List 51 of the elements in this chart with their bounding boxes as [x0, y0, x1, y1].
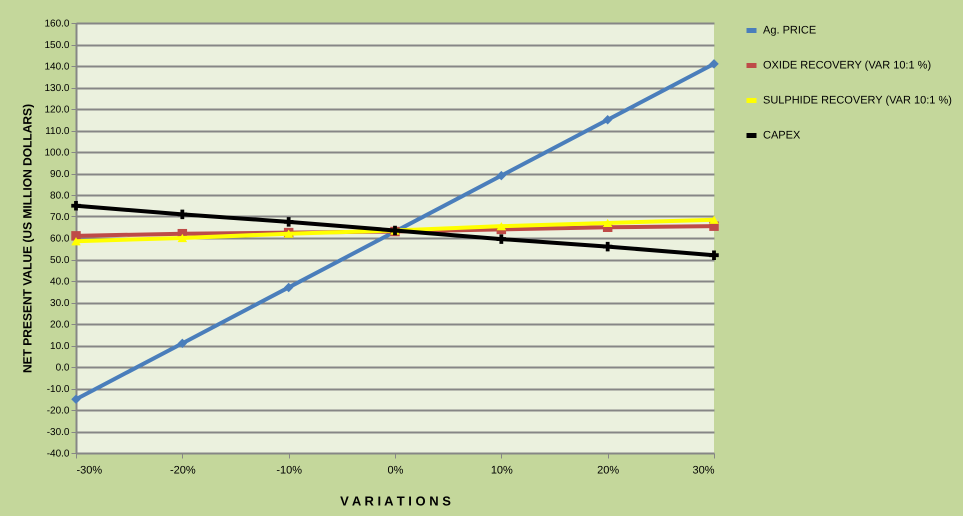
point	[178, 234, 188, 242]
point	[178, 338, 188, 348]
y-tick-label: 20.0	[50, 320, 70, 330]
point	[178, 210, 188, 220]
legend-label: OXIDE RECOVERY (VAR 10:1 %)	[763, 60, 932, 72]
x-tick-label: 0%	[388, 464, 404, 476]
y-tick-label: -20.0	[46, 406, 70, 416]
y-tick-label: 160.0	[44, 18, 70, 30]
y-tick-label: -30.0	[46, 427, 70, 438]
x-tick-label: -10%	[276, 464, 302, 476]
legend-label: SULPHIDE RECOVERY (VAR 10:1 %)	[763, 94, 952, 106]
point	[496, 222, 506, 230]
y-tick-label: 70.0	[50, 212, 70, 223]
x-tick-label: -20%	[170, 464, 196, 476]
x-tick-label: -30%	[76, 464, 102, 476]
x-tick-label: 10%	[490, 464, 514, 476]
point	[602, 218, 612, 228]
y-tick-label: 60.0	[50, 234, 70, 244]
y-tick-label: 150.0	[44, 40, 70, 51]
point	[496, 234, 506, 244]
x-tick-label: 20%	[597, 464, 620, 476]
y-tick-label: 80.0	[50, 190, 70, 202]
y-tick-label: -40.0	[46, 448, 70, 460]
y-tick-label: 40.0	[50, 276, 70, 288]
y-tick-label: 90.0	[50, 169, 70, 180]
point	[709, 59, 719, 69]
legend-label: Ag. PRICE	[763, 24, 816, 36]
x-tick-label: 30%	[692, 464, 715, 476]
point	[602, 115, 612, 124]
point	[602, 242, 612, 252]
point	[284, 217, 294, 227]
point	[496, 170, 506, 180]
point	[284, 282, 294, 292]
x-axis-title: V A R I A T I O N S	[340, 494, 452, 508]
point	[709, 250, 719, 260]
point	[71, 237, 81, 246]
y-tick-label: 30.0	[50, 298, 70, 309]
point	[71, 394, 81, 404]
legend-label: CAPEX	[763, 130, 801, 142]
y-tick-label: 110.0	[45, 126, 70, 137]
y-tick-label: 50.0	[50, 255, 70, 266]
y-axis-title: NET PRESENT VALUE (US MILLION DOLLARS)	[20, 104, 34, 374]
y-tick-label: 140.0	[44, 62, 70, 72]
y-tick-label: 10.0	[50, 341, 70, 352]
y-tick-label: 130.0	[44, 83, 70, 94]
y-tick-label: 120.0	[44, 104, 70, 116]
point	[709, 216, 719, 224]
y-tick-label: 100.0	[44, 148, 70, 158]
y-tick-label: 0.0	[56, 362, 70, 374]
y-tick-label: -10.0	[46, 384, 70, 395]
point	[71, 201, 81, 210]
